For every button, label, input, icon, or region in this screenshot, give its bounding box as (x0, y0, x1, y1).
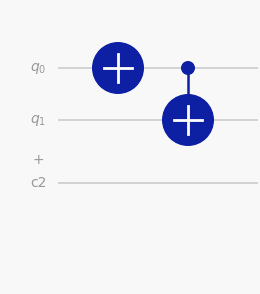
Text: +: + (32, 153, 44, 167)
Ellipse shape (181, 61, 195, 75)
Ellipse shape (92, 42, 144, 94)
Text: $q_1$: $q_1$ (30, 113, 46, 128)
Text: $q_0$: $q_0$ (30, 61, 46, 76)
Text: c2: c2 (30, 176, 46, 190)
Ellipse shape (162, 94, 214, 146)
